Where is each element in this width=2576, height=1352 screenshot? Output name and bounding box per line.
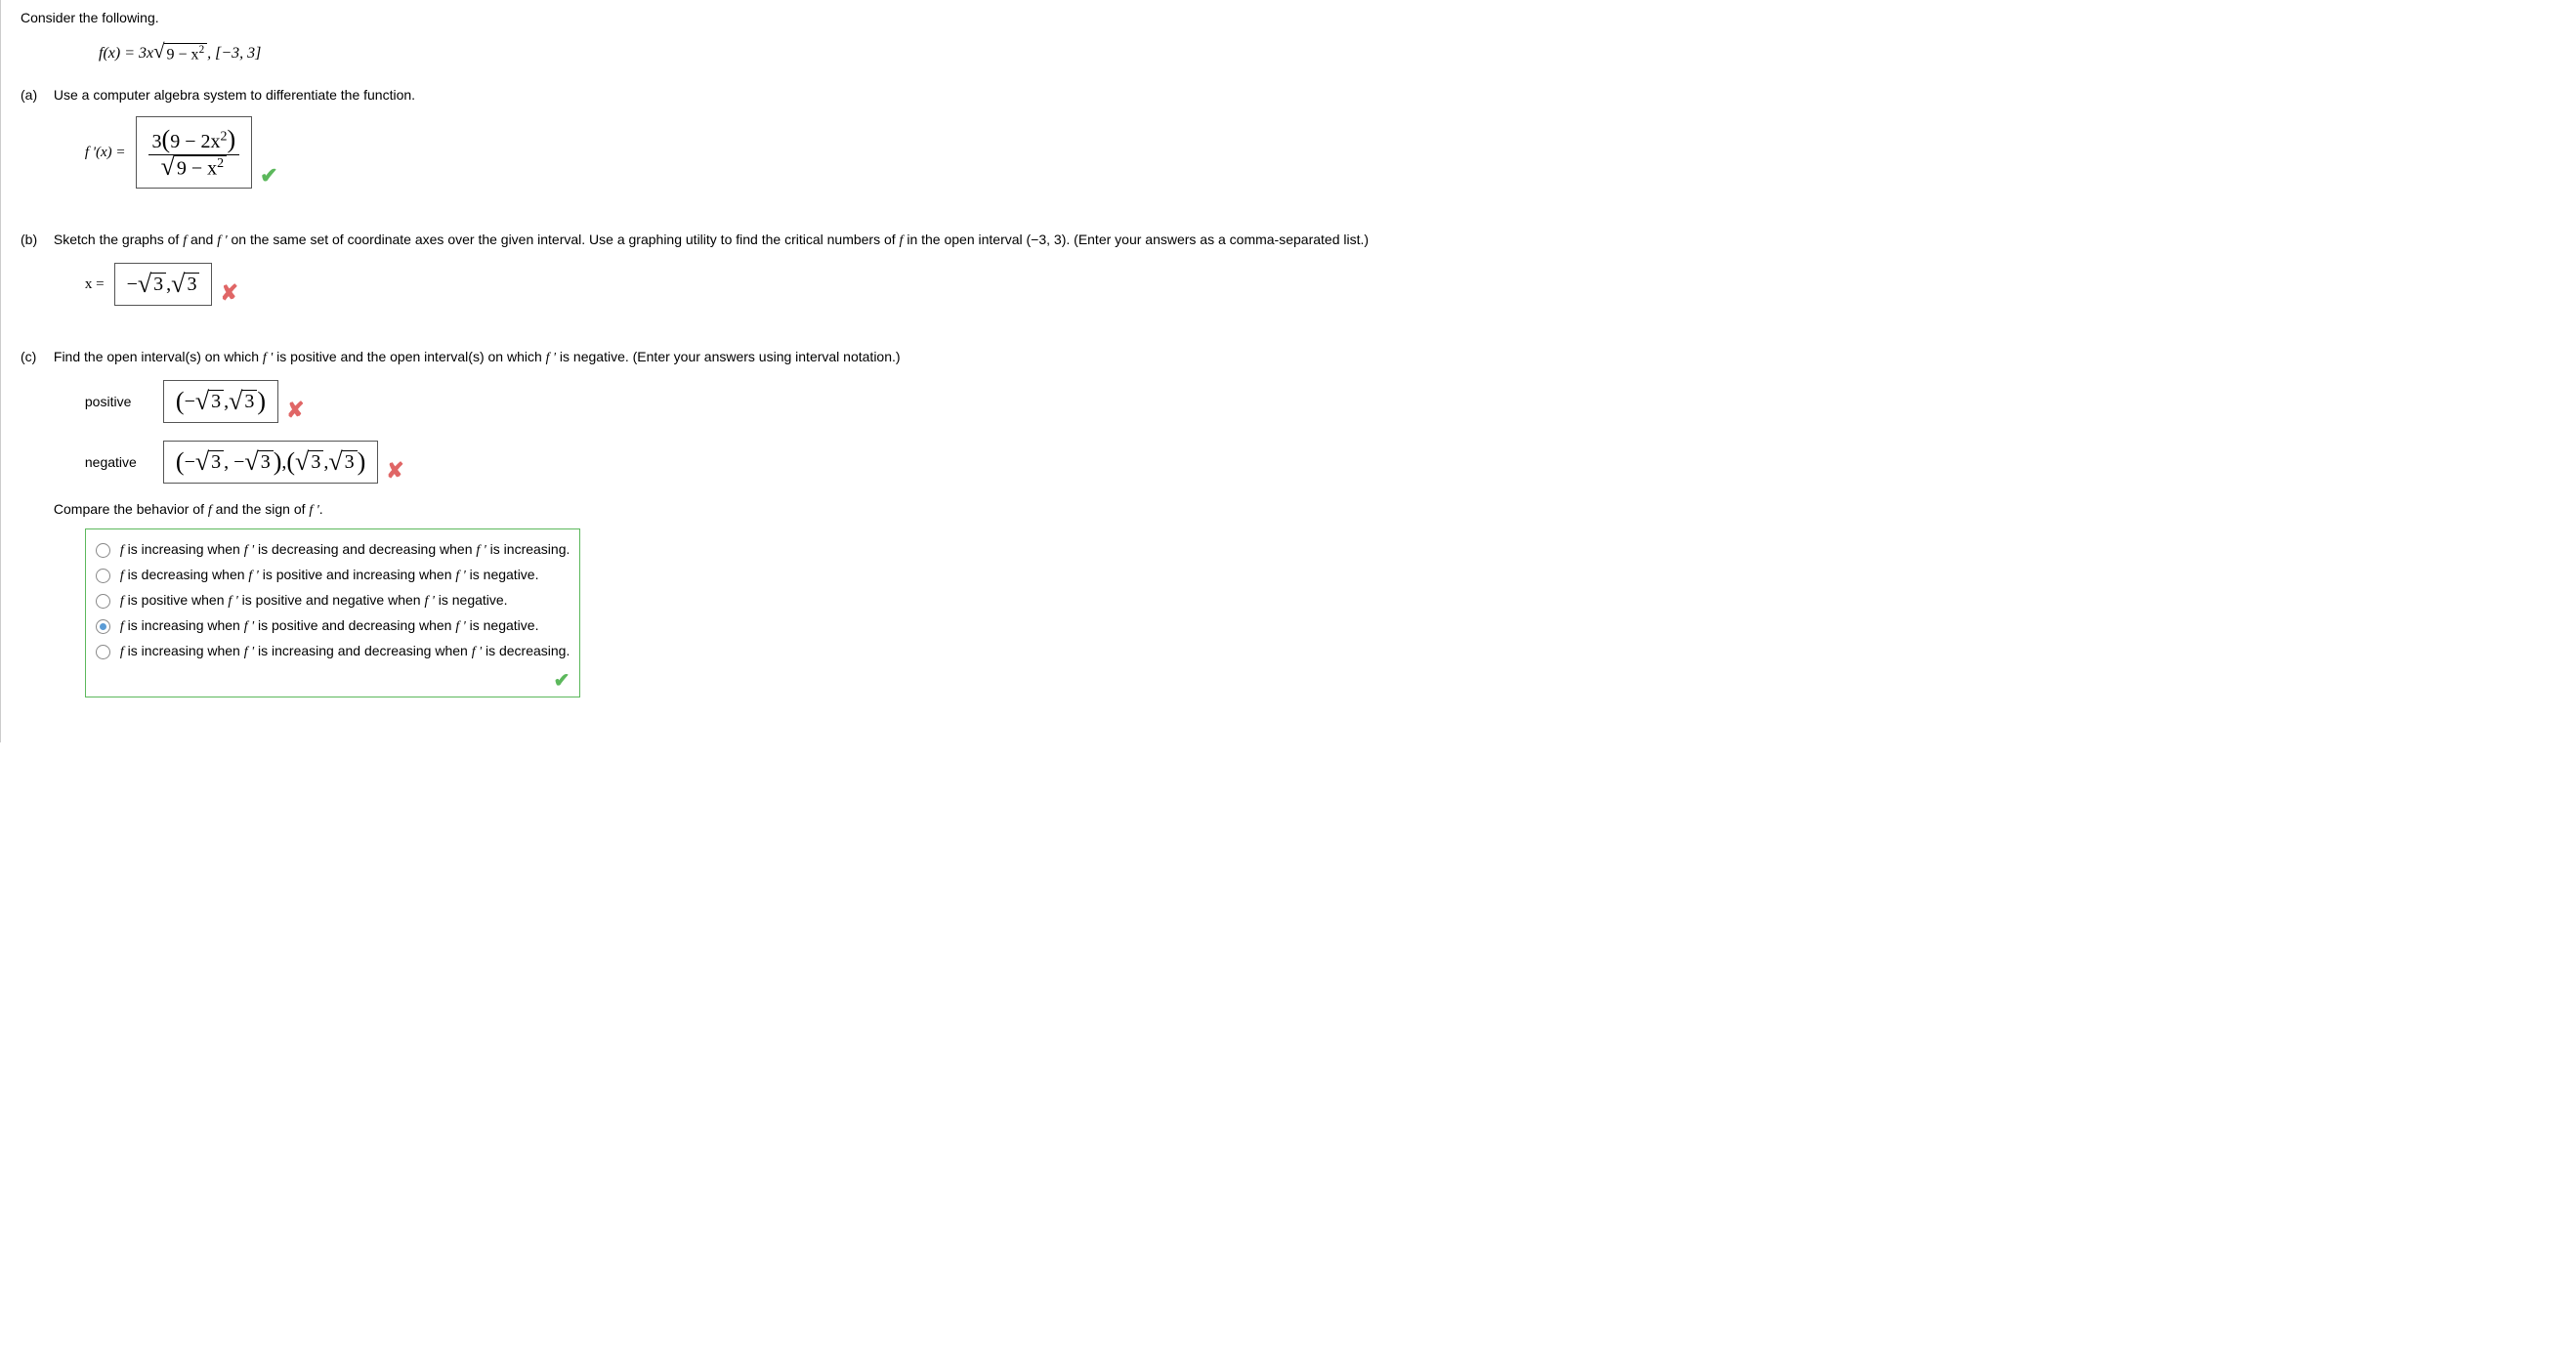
cross-icon: ✘ (220, 280, 237, 306)
mc-option-label: f is decreasing when f ' is positive and… (120, 567, 539, 584)
check-icon: ✔ (260, 163, 277, 189)
radio-button[interactable] (96, 543, 110, 558)
part-a-answer-box[interactable]: 3(9 − 2x2) √9 − x2 (136, 116, 253, 189)
negative-label: negative (85, 454, 149, 470)
mc-option-label: f is increasing when f ' is positive and… (120, 617, 539, 635)
sqrt-expr: √9 − x2 (153, 43, 207, 63)
intro-text: Consider the following. (21, 10, 2556, 25)
fx-prefix: f(x) = 3x (99, 45, 153, 62)
part-c-label: (c) (21, 349, 50, 364)
negative-answer-box[interactable]: (−√3 , − √3 ),(√3 ,√3 ) (163, 441, 378, 484)
part-a: (a) Use a computer algebra system to dif… (21, 87, 2556, 206)
mc-option-label: f is increasing when f ' is decreasing a… (120, 541, 570, 559)
radio-button[interactable] (96, 645, 110, 659)
part-a-question: Use a computer algebra system to differe… (54, 87, 2551, 103)
cross-icon: ✘ (386, 458, 403, 484)
part-b-answer-box[interactable]: −√3 ,√3 (114, 263, 213, 306)
function-definition: f(x) = 3x√9 − x2, [−3, 3] (99, 43, 2556, 63)
mc-option-3[interactable]: f is increasing when f ' is positive and… (96, 613, 570, 639)
check-icon: ✔ (96, 664, 570, 693)
radio-button[interactable] (96, 594, 110, 609)
part-b-label: (b) (21, 232, 50, 247)
mc-option-0[interactable]: f is increasing when f ' is decreasing a… (96, 537, 570, 563)
part-c-question: Find the open interval(s) on which f ' i… (54, 349, 2551, 366)
mc-option-label: f is increasing when f ' is increasing a… (120, 643, 570, 660)
mc-option-label: f is positive when f ' is positive and n… (120, 592, 508, 610)
mc-option-4[interactable]: f is increasing when f ' is increasing a… (96, 639, 570, 664)
fx-interval: , [−3, 3] (207, 45, 261, 62)
radio-button[interactable] (96, 569, 110, 583)
positive-answer-box[interactable]: (−√3 ,√3 ) (163, 380, 278, 423)
radio-button[interactable] (96, 619, 110, 634)
part-a-lhs: f '(x) = (85, 145, 126, 161)
part-c: (c) Find the open interval(s) on which f… (21, 349, 2556, 697)
part-b: (b) Sketch the graphs of f and f ' on th… (21, 232, 2556, 323)
part-b-lhs: x = (85, 276, 105, 293)
question-container: Consider the following. f(x) = 3x√9 − x2… (0, 0, 2576, 742)
compare-text: Compare the behavior of f and the sign o… (54, 501, 2551, 519)
part-b-question: Sketch the graphs of f and f ' on the sa… (54, 232, 2551, 249)
multiple-choice-box: f is increasing when f ' is decreasing a… (85, 528, 580, 697)
part-a-label: (a) (21, 87, 50, 103)
mc-option-2[interactable]: f is positive when f ' is positive and n… (96, 588, 570, 613)
mc-option-1[interactable]: f is decreasing when f ' is positive and… (96, 563, 570, 588)
cross-icon: ✘ (286, 398, 304, 423)
positive-label: positive (85, 394, 149, 409)
